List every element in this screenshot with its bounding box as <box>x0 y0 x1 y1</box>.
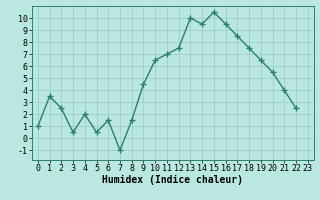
X-axis label: Humidex (Indice chaleur): Humidex (Indice chaleur) <box>102 175 243 185</box>
